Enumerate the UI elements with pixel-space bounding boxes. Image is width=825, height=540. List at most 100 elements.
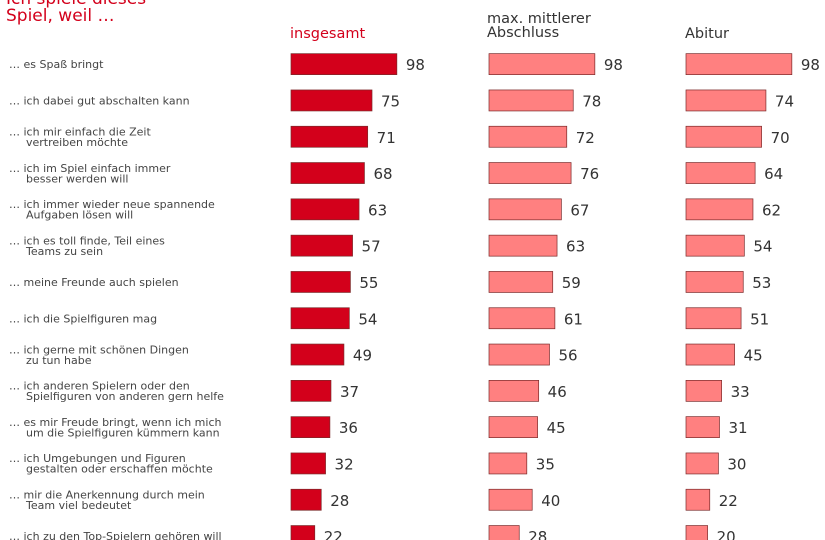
chart-title-line-1: Ich spiele dieses — [6, 0, 286, 8]
bar — [685, 343, 735, 366]
data-label: 68 — [373, 165, 392, 183]
bar — [290, 234, 353, 257]
data-label: 98 — [604, 56, 623, 74]
data-label: 54 — [753, 238, 772, 256]
data-label: 35 — [536, 455, 555, 473]
bar — [290, 307, 350, 330]
data-label: 56 — [558, 347, 577, 365]
bar — [290, 343, 345, 366]
bar — [290, 89, 373, 112]
bar — [685, 271, 744, 293]
data-label: 62 — [762, 201, 781, 219]
row-label: … ich es toll finde, Teil eines Teams zu … — [9, 234, 165, 258]
data-label: 71 — [377, 129, 396, 147]
data-label: 76 — [580, 165, 599, 183]
bar — [290, 162, 365, 184]
bar — [488, 307, 556, 330]
data-label: 49 — [353, 347, 372, 365]
data-label: 46 — [548, 383, 567, 401]
row-label: … ich im Spiel einfach immer besser werde… — [9, 162, 171, 186]
row-label: … es Spaß bringt — [9, 58, 104, 71]
bar — [488, 343, 550, 366]
chart-title-line-2: Spiel, weil … — [6, 6, 115, 26]
bar — [290, 198, 360, 221]
chart-title: Ich spiele dieses Spiel, weil … — [6, 0, 286, 25]
data-label: 20 — [717, 528, 736, 540]
data-label: 63 — [566, 238, 585, 256]
row-label: … ich zu den Top-Spielern gehören will — [9, 530, 222, 540]
data-label: 74 — [775, 92, 794, 110]
data-label: 75 — [381, 92, 400, 110]
data-label: 51 — [750, 310, 769, 328]
bar — [290, 416, 331, 438]
data-label: 30 — [727, 455, 746, 473]
bar — [290, 488, 322, 511]
bar — [488, 162, 572, 184]
bar — [685, 89, 767, 112]
bar — [685, 380, 722, 402]
bar — [488, 416, 538, 438]
bar — [488, 271, 554, 293]
data-label: 22 — [719, 492, 738, 510]
data-label: 36 — [339, 419, 358, 437]
bar — [685, 488, 711, 511]
column-header-abitur: Abitur — [685, 26, 729, 42]
bar — [685, 525, 708, 540]
data-label: 70 — [771, 129, 790, 147]
data-label: 57 — [362, 238, 381, 256]
data-label: 53 — [752, 274, 771, 292]
data-label: 37 — [340, 383, 359, 401]
bar — [290, 53, 398, 76]
data-label: 32 — [335, 455, 354, 473]
row-label: … es mir Freude bringt, wenn ich mich um … — [9, 416, 221, 440]
row-label: … ich die Spielfiguren mag — [9, 312, 157, 325]
data-label: 59 — [562, 274, 581, 292]
bar — [685, 53, 793, 76]
data-label: 40 — [541, 492, 560, 510]
bar — [488, 488, 533, 511]
data-label: 63 — [368, 201, 387, 219]
bar — [685, 198, 754, 221]
data-label: 31 — [728, 419, 747, 437]
row-label: … ich dabei gut abschalten kann — [9, 94, 190, 107]
data-label: 28 — [528, 528, 547, 540]
bar — [685, 125, 762, 148]
row-label: … ich anderen Spielern oder den Spielfigu… — [9, 380, 224, 404]
row-label: … ich gerne mit schönen Dingen zu tun hab… — [9, 343, 189, 367]
bar — [488, 234, 558, 257]
row-label: … ich immer wieder neue spannende Aufgabe… — [9, 198, 215, 222]
data-label: 28 — [330, 492, 349, 510]
row-label: … ich mir einfach die Zeit vertreiben möc… — [9, 126, 151, 150]
data-label: 64 — [764, 165, 783, 183]
row-label: … meine Freunde auch spielen — [9, 276, 179, 289]
column-header-insgesamt: insgesamt — [290, 26, 366, 42]
data-label: 33 — [731, 383, 750, 401]
bar — [685, 452, 719, 475]
bar — [488, 89, 574, 112]
row-label: … mir die Anerkennung durch mein Team vie… — [9, 489, 205, 513]
data-label: 98 — [801, 56, 820, 74]
data-label: 22 — [324, 528, 343, 540]
column-header-mittlerer-abschluss: max. mittlerer Abschluss — [487, 11, 591, 41]
bar — [488, 53, 596, 76]
bar — [488, 380, 540, 402]
bar — [488, 125, 568, 148]
data-label: 98 — [406, 56, 425, 74]
data-label: 67 — [570, 201, 589, 219]
bar — [685, 234, 745, 257]
bar — [290, 125, 369, 148]
row-label: … ich Umgebungen und Figuren gestalten od… — [9, 452, 213, 476]
data-label: 72 — [576, 129, 595, 147]
bar — [685, 416, 720, 438]
bar — [488, 198, 562, 221]
bar — [488, 525, 520, 540]
data-label: 78 — [582, 92, 601, 110]
bar — [488, 452, 528, 475]
bar — [685, 162, 756, 184]
bar — [290, 271, 351, 293]
bar — [290, 525, 316, 540]
bar — [290, 452, 326, 475]
bar — [290, 380, 332, 402]
bar — [685, 307, 742, 330]
